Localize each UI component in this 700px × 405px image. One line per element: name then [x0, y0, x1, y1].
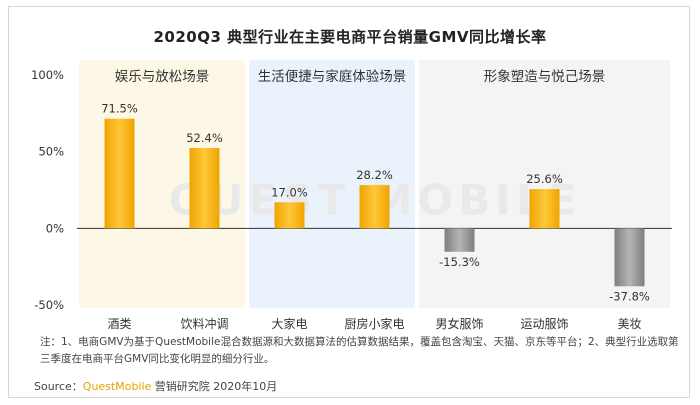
bar: [529, 189, 560, 229]
x-tick-label: 厨房小家电: [344, 316, 404, 331]
x-tick-label: 饮料冲调: [180, 316, 228, 331]
labels: 娱乐与放松场景 生活便捷与家庭体验场景 形象塑造与悦己场景 71.5% 酒类 52.4% 饮…: [101, 68, 650, 331]
source-suffix: 营销研究院 2020年10月: [151, 380, 278, 393]
bar-value-label: 25.6%: [526, 172, 563, 186]
y-tick-label: -50%: [34, 298, 64, 312]
bar-value-label: 52.4%: [186, 131, 223, 145]
source-brand: QuestMobile: [82, 380, 152, 393]
footnote: 注：1、电商GMV为基于QuestMobile混合数据源和大数据算法的估算数据结…: [40, 336, 679, 365]
bar: [359, 185, 390, 229]
bar-value-label: 17.0%: [271, 185, 308, 199]
scene-label-3: 形象塑造与悦己场景: [484, 69, 606, 85]
x-tick-label: 美妆: [617, 317, 641, 331]
bar-value-label: -15.3%: [439, 255, 480, 269]
bar: [104, 118, 135, 229]
x-tick-label: 大家电: [271, 316, 307, 331]
x-tick-label: 男女服饰: [435, 316, 483, 331]
bar-value-label: -37.8%: [609, 289, 650, 303]
bar-value-label: 28.2%: [356, 168, 393, 182]
source-line: Source：QuestMobile 营销研究院 2020年10月: [34, 378, 277, 394]
source-prefix: Source：: [34, 380, 83, 393]
chart-title: 2020Q3 典型行业在主要电商平台销量GMV同比增长率: [153, 28, 547, 46]
bar: [614, 228, 645, 287]
y-tick-label: 0%: [46, 221, 64, 235]
x-tick-label: 运动服饰: [520, 317, 568, 331]
y-tick-label: 50%: [38, 145, 64, 159]
y-tick-label: 100%: [31, 68, 64, 82]
bar: [189, 147, 220, 229]
x-tick-label: 酒类: [107, 317, 131, 331]
scene-bg-2: [249, 60, 415, 308]
bars: [104, 118, 645, 287]
bar-value-label: 71.5%: [101, 102, 138, 116]
scene-label-2: 生活便捷与家庭体验场景: [258, 68, 407, 85]
bar: [444, 228, 475, 252]
scene-label-1: 娱乐与放松场景: [115, 69, 210, 85]
bar: [274, 202, 305, 229]
